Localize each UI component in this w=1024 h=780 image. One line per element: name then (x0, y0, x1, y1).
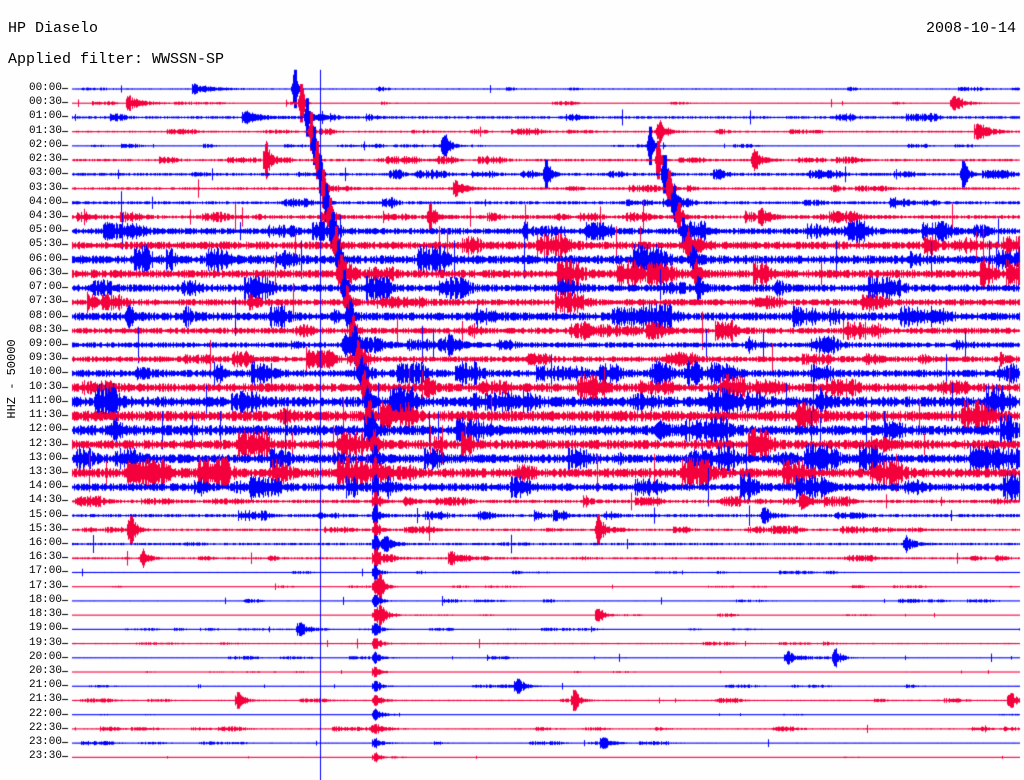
time-label: 21:30 (28, 693, 62, 706)
station-name: HP Diaselo (8, 20, 99, 37)
time-label: 16:30 (28, 551, 62, 564)
time-label: 13:30 (28, 465, 62, 478)
time-label: 02:30 (28, 153, 62, 166)
time-label: 03:00 (28, 167, 62, 180)
time-label: 02:00 (28, 138, 62, 151)
time-label: 14:30 (28, 494, 62, 507)
time-label: 18:00 (28, 593, 62, 606)
time-label: 17:00 (28, 565, 62, 578)
time-label: 01:30 (28, 124, 62, 137)
time-label: 00:00 (28, 82, 62, 94)
time-label: 08:30 (28, 323, 62, 336)
time-label: 23:00 (28, 736, 62, 749)
time-label: 07:00 (28, 281, 62, 294)
time-label: 09:30 (28, 352, 62, 365)
time-label: 05:30 (28, 238, 62, 251)
time-label: 21:00 (28, 679, 62, 692)
time-label: 17:30 (28, 579, 62, 592)
time-label: 20:00 (28, 650, 62, 663)
time-label: 03:30 (28, 181, 62, 194)
time-label: 05:00 (28, 224, 62, 237)
time-label: 10:00 (28, 366, 62, 379)
time-label: 11:30 (28, 409, 62, 422)
time-label: 09:00 (28, 337, 62, 350)
time-label: 20:30 (28, 665, 62, 678)
time-label: 07:30 (28, 295, 62, 308)
time-label: 11:00 (28, 394, 62, 407)
applied-filter-label: Applied filter: WWSSN-SP (8, 51, 225, 68)
time-label: 22:00 (28, 707, 62, 720)
time-label: 16:00 (28, 537, 62, 550)
time-label: 04:30 (28, 209, 62, 222)
time-label: 13:00 (28, 451, 62, 464)
y-axis-label: HHZ - 50000 (5, 339, 19, 419)
time-label: 06:00 (28, 252, 62, 265)
time-label: 19:30 (28, 636, 62, 649)
time-label: 15:30 (28, 522, 62, 535)
time-label: 15:00 (28, 508, 62, 521)
time-label: 22:30 (28, 721, 62, 734)
time-label: 19:00 (28, 622, 62, 635)
time-label: 18:30 (28, 608, 62, 621)
time-label: 06:30 (28, 266, 62, 279)
time-label: 23:30 (28, 750, 62, 763)
time-label: 00:30 (28, 96, 62, 109)
time-label: 12:00 (28, 423, 62, 436)
time-label: 10:30 (28, 380, 62, 393)
record-date: 2008-10-14 (925, 20, 1016, 37)
time-label: 01:00 (28, 110, 62, 123)
time-label: 12:30 (28, 437, 62, 450)
time-label: 14:00 (28, 480, 62, 493)
time-label: 08:00 (28, 309, 62, 322)
time-label: 04:00 (28, 195, 62, 208)
